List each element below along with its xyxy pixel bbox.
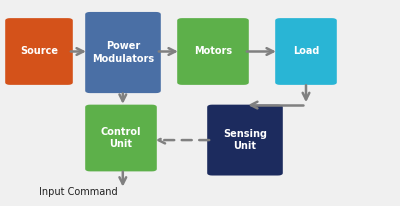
Text: Sensing
Unit: Sensing Unit — [223, 129, 267, 151]
Text: Motors: Motors — [194, 47, 232, 56]
FancyBboxPatch shape — [5, 18, 73, 85]
FancyBboxPatch shape — [275, 18, 337, 85]
FancyBboxPatch shape — [207, 105, 283, 176]
Text: Control
Unit: Control Unit — [101, 127, 141, 149]
FancyBboxPatch shape — [177, 18, 249, 85]
Text: Source: Source — [20, 47, 58, 56]
FancyBboxPatch shape — [85, 105, 157, 171]
Text: Load: Load — [293, 47, 319, 56]
Text: Power
Modulators: Power Modulators — [92, 41, 154, 64]
FancyBboxPatch shape — [85, 12, 161, 93]
Text: Input Command: Input Command — [39, 187, 117, 197]
